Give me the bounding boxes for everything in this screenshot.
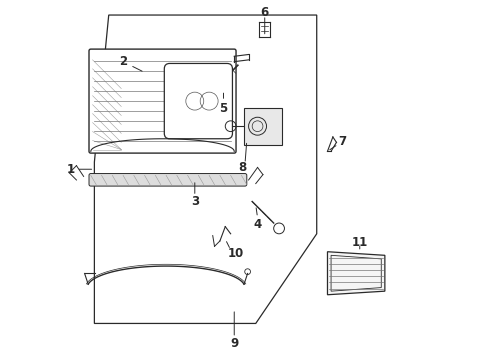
Text: 1: 1: [67, 163, 75, 176]
Text: 2: 2: [119, 55, 127, 68]
FancyBboxPatch shape: [245, 108, 282, 145]
Text: 4: 4: [253, 218, 262, 231]
FancyBboxPatch shape: [164, 63, 232, 139]
Text: 10: 10: [227, 247, 244, 260]
Polygon shape: [327, 252, 385, 295]
Text: 11: 11: [352, 236, 368, 249]
Text: 3: 3: [191, 195, 199, 208]
Text: 5: 5: [220, 102, 228, 115]
Text: 7: 7: [338, 135, 346, 148]
FancyBboxPatch shape: [89, 174, 247, 186]
Text: 6: 6: [261, 6, 269, 19]
Text: 8: 8: [239, 161, 247, 174]
FancyBboxPatch shape: [89, 49, 236, 153]
Text: 9: 9: [230, 337, 238, 350]
